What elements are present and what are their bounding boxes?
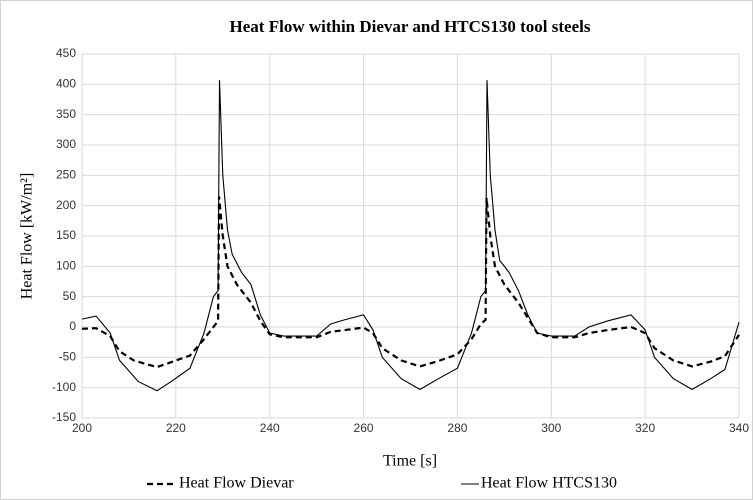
y-tick-label: 150 — [56, 228, 76, 242]
y-tick-label: 400 — [56, 77, 76, 91]
x-tick-label: 220 — [166, 421, 186, 435]
y-tick-label: 0 — [69, 319, 76, 333]
x-tick-label: 320 — [635, 421, 655, 435]
legend-label: Heat Flow Dievar — [179, 475, 294, 492]
y-tick-label: 250 — [56, 168, 76, 182]
x-tick-label: 240 — [260, 421, 280, 435]
y-tick-label: 300 — [56, 137, 76, 151]
y-tick-label: -100 — [52, 380, 76, 394]
y-tick-label: -150 — [52, 410, 76, 424]
y-tick-label: 450 — [56, 46, 76, 60]
y-tick-label: -50 — [59, 350, 77, 364]
x-axis-title: Time [s] — [383, 453, 437, 470]
x-tick-label: 200 — [72, 421, 92, 435]
line-series — [81, 80, 740, 392]
x-tick-label: 280 — [447, 421, 467, 435]
y-axis-title: Heat Flow [kW/m²] — [19, 173, 36, 300]
x-tick-label: 340 — [729, 421, 749, 435]
line-series — [81, 196, 740, 369]
y-tick-label: 100 — [56, 259, 76, 273]
y-tick-label: 350 — [56, 107, 76, 121]
x-tick-label: 260 — [354, 421, 374, 435]
y-tick-label: 50 — [63, 289, 77, 303]
legend-label: Heat Flow HTCS130 — [481, 475, 617, 492]
y-tick-label: 200 — [56, 198, 76, 212]
x-tick-label: 300 — [541, 421, 561, 435]
chart-title: Heat Flow within Dievar and HTCS130 tool… — [230, 17, 591, 36]
